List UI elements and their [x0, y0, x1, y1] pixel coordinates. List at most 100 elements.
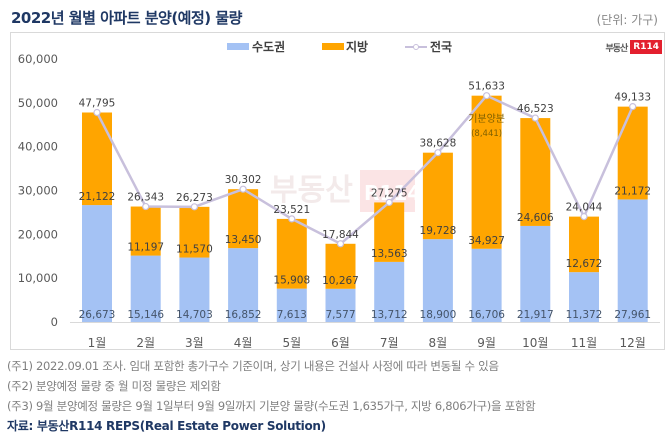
bar-local	[276, 218, 307, 289]
national-point	[288, 215, 296, 223]
data-label-local: 13,563	[371, 248, 408, 260]
x-tick-label: 5월	[282, 336, 301, 350]
x-axis: 1월 2월 3월 4월 5월 6월 7월 8월 9월 10월 11월 12월	[88, 336, 646, 350]
national-point	[142, 202, 150, 211]
data-label-capital: 15,146	[127, 309, 164, 321]
bar-capital	[569, 272, 599, 322]
annotations: 기분양분 (8,441)	[468, 113, 505, 139]
legend-label-national: 전국	[430, 39, 452, 54]
data-label-local: 21,172	[614, 185, 651, 197]
chart-title: 2022년 월별 아파트 분양(예정) 물량	[11, 9, 242, 27]
data-label-local: 12,672	[566, 258, 603, 270]
national-point	[385, 198, 393, 207]
bar-capital	[82, 205, 112, 322]
national-point	[434, 149, 442, 157]
bar-local	[569, 216, 599, 273]
data-label-capital: 27,961	[614, 309, 651, 321]
data-label-capital: 16,706	[468, 309, 505, 321]
data-labels: 26,673 21,122 15,146 11,197 14,703 11,570 16,8…	[79, 81, 651, 321]
legend: 수도권 지방 전국	[227, 39, 452, 54]
national-point	[531, 114, 539, 122]
footnote-2: (주2) 분양예정 물량 중 월 미정 물량은 제외함	[7, 379, 221, 393]
national-point	[190, 203, 198, 211]
bar-local	[422, 152, 453, 240]
data-label-local: 34,927	[468, 235, 505, 247]
bar-local	[325, 243, 356, 289]
national-line-path	[95, 94, 634, 246]
legend-item-national[interactable]: 전국	[405, 39, 452, 54]
data-label-national: 47,795	[79, 97, 116, 109]
chart-frame	[10, 32, 665, 350]
x-tick-label: 9월	[477, 336, 496, 350]
x-tick-label: 4월	[234, 336, 253, 350]
data-label-national: 17,844	[322, 229, 359, 241]
data-label-local: 15,908	[273, 275, 310, 287]
annotation-text: 기분양분	[468, 113, 505, 125]
y-axis: 0 10,000 20,000 30,000 40,000 50,000 60,000	[18, 52, 58, 329]
data-label-local: 21,122	[79, 191, 116, 203]
bar-capital	[374, 261, 405, 322]
national-point	[336, 240, 345, 248]
legend-item-capital[interactable]: 수도권	[227, 40, 285, 54]
x-tick-label: 10월	[522, 336, 548, 350]
bar-local	[617, 106, 648, 200]
y-tick-label: 40,000	[18, 140, 58, 154]
watermark-badge-text: R114	[364, 181, 421, 205]
y-tick-label: 60,000	[18, 52, 58, 66]
y-tick-label: 20,000	[18, 227, 58, 241]
data-label-local: 11,570	[176, 244, 213, 256]
national-point	[483, 92, 491, 100]
bar-capital	[617, 199, 648, 322]
data-label-capital: 21,917	[517, 309, 554, 321]
data-label-national: 26,273	[176, 192, 213, 204]
x-tick-label: 2월	[136, 336, 155, 350]
source-note: 자료: 부동산R114 REPS(Real Estate Power Solut…	[7, 419, 326, 433]
data-label-local: 19,728	[420, 225, 457, 237]
x-tick-label: 11월	[571, 336, 597, 350]
bar-capital	[471, 248, 502, 322]
y-tick-label: 0	[51, 315, 58, 329]
bar-capital	[325, 288, 356, 322]
data-label-local: 11,197	[127, 242, 164, 254]
data-label-local: 10,267	[322, 275, 359, 287]
data-label-capital: 11,372	[566, 309, 603, 321]
national-line	[93, 92, 637, 248]
x-tick-label: 8월	[429, 336, 448, 350]
y-tick-label: 50,000	[18, 96, 58, 110]
legend-swatch-capital	[227, 43, 249, 50]
data-label-capital: 16,852	[225, 309, 262, 321]
logo-badge: R114	[630, 40, 662, 54]
y-tick-label: 10,000	[18, 271, 58, 285]
data-label-local: 24,606	[517, 212, 554, 224]
data-label-capital: 26,673	[79, 309, 116, 321]
legend-label-capital: 수도권	[252, 40, 285, 54]
logo-text: 부동산	[605, 43, 628, 54]
bar-local	[228, 189, 259, 249]
data-label-capital: 13,712	[371, 309, 408, 321]
legend-marker-national	[413, 44, 419, 50]
x-tick-label: 7월	[380, 336, 399, 350]
national-point	[239, 185, 247, 193]
bar-local	[82, 112, 112, 206]
legend-swatch-local	[322, 43, 344, 50]
legend-item-local[interactable]: 지방	[322, 39, 368, 54]
x-tick-label: 12월	[620, 336, 646, 350]
data-label-national: 46,523	[517, 103, 554, 115]
national-point	[580, 213, 588, 221]
x-tick-label: 1월	[88, 336, 107, 350]
bar-local	[520, 118, 551, 226]
national-point	[93, 108, 101, 117]
data-label-national: 51,633	[468, 81, 505, 93]
watermark-text: 부동산	[270, 173, 353, 208]
bar-capital	[520, 225, 551, 322]
national-point	[629, 103, 637, 111]
y-tick-label: 30,000	[18, 184, 58, 198]
data-label-capital: 7,577	[325, 309, 355, 321]
footnote-1: (주1) 2022.09.01 조사. 임대 포함한 총가구수 기준이며, 상기…	[7, 359, 499, 373]
bar-local	[179, 206, 210, 258]
bar-capital	[422, 239, 453, 322]
x-tick-label: 6월	[331, 336, 350, 350]
watermark: 부동산 R114	[270, 170, 421, 212]
data-label-local: 13,450	[225, 234, 262, 246]
